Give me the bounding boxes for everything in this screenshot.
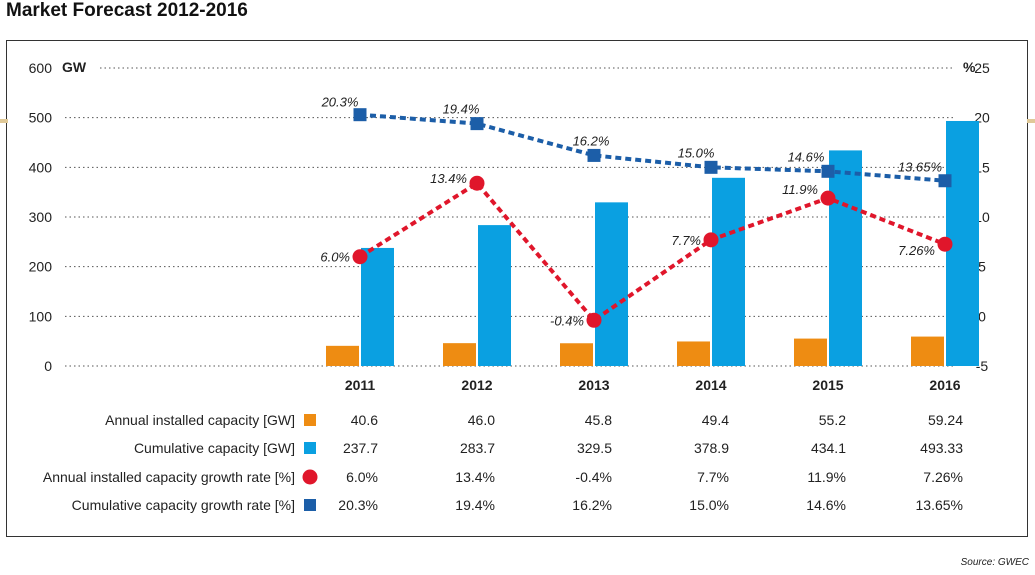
bar-annual-installed (443, 343, 476, 366)
table-cell: 49.4 (702, 412, 729, 428)
table-cell: 19.4% (455, 497, 495, 513)
table-row-label: Annual installed capacity [GW] (105, 412, 295, 428)
bar-annual-installed (677, 341, 710, 366)
cumulative-growth-line (359, 112, 946, 183)
annual-growth-point (703, 232, 719, 248)
category-label: 2011 (345, 377, 376, 393)
right-axis-unit: % (963, 59, 976, 75)
table-row-label: Cumulative capacity [GW] (134, 440, 295, 456)
left-axis-tick: 100 (29, 308, 53, 324)
chart-frame (6, 40, 1028, 537)
table-cell: 283.7 (460, 440, 495, 456)
table-row-label: Annual installed capacity growth rate [%… (43, 469, 295, 485)
annual-growth-point (469, 175, 485, 191)
table-row-label: Cumulative capacity growth rate [%] (72, 497, 295, 513)
left-axis-tick: 600 (29, 60, 53, 76)
source-note: Source: GWEC (960, 557, 1029, 568)
chart-title: Market Forecast 2012-2016 (6, 0, 248, 21)
table-cell: 40.6 (351, 412, 378, 428)
data-table: Annual installed capacity [GW] 40.6 46.0 45… (43, 412, 963, 513)
gridlines (65, 67, 955, 367)
right-axis-tick: 25 (974, 60, 990, 76)
cumulative-growth-label: 14.6% (788, 149, 825, 164)
category-label: 2012 (461, 377, 492, 393)
legend-swatch (304, 442, 316, 454)
table-cell: 11.9% (807, 469, 846, 485)
cumulative-growth-label: 15.0% (678, 145, 715, 160)
table-cell: 7.26% (923, 469, 963, 485)
annual-growth-label: 7.7% (671, 233, 701, 248)
left-edge-marker (0, 119, 8, 123)
left-axis-tick: 400 (29, 159, 53, 175)
annual-growth-point (586, 312, 602, 328)
annual-growth-point (937, 236, 953, 252)
table-cell: 45.8 (585, 412, 612, 428)
annual-growth-label: 13.4% (430, 171, 467, 186)
cumulative-growth-label: 19.4% (443, 102, 480, 117)
bar-cumulative-capacity (829, 150, 862, 366)
table-cell: 20.3% (338, 497, 378, 513)
table-cell: 16.2% (572, 497, 612, 513)
growth-lines: 20.3% 19.4% 16.2% 15.0% 14.6% 13.65% 6.0% 13.4%… (320, 95, 953, 328)
cumulative-growth-point (938, 174, 952, 188)
legend-swatch (304, 499, 316, 511)
legend-swatch (304, 414, 316, 426)
annual-growth-label: -0.4% (550, 313, 584, 328)
legend-swatch (302, 469, 318, 485)
bar-annual-installed (326, 345, 359, 366)
table-cell: 14.6% (806, 497, 846, 513)
cumulative-growth-point (704, 160, 718, 174)
table-cell: 237.7 (343, 440, 378, 456)
category-label: 2014 (695, 377, 726, 393)
category-label: 2016 (929, 377, 960, 393)
table-cell: 329.5 (577, 440, 612, 456)
table-cell: 434.1 (811, 440, 846, 456)
bars (326, 120, 979, 366)
cumulative-growth-point (821, 164, 835, 178)
category-label: 2015 (812, 377, 843, 393)
right-axis-tick: 0 (978, 308, 986, 324)
cumulative-growth-point (353, 108, 367, 122)
cumulative-growth-point (470, 117, 484, 131)
left-axis-tick: 200 (29, 259, 53, 275)
table-cell: 55.2 (819, 412, 846, 428)
cumulative-growth-point (587, 148, 601, 162)
left-axis-tick: 0 (44, 358, 52, 374)
bar-cumulative-capacity (595, 202, 628, 366)
right-axis-tick: 5 (978, 259, 986, 275)
right-edge-marker (1027, 119, 1035, 123)
annual-growth-label: 7.26% (898, 243, 935, 258)
bar-annual-installed (794, 338, 827, 366)
table-cell: 15.0% (689, 497, 729, 513)
left-axis-tick: 500 (29, 110, 53, 126)
bar-cumulative-capacity (712, 177, 745, 366)
table-cell: 7.7% (697, 469, 729, 485)
bar-annual-installed (560, 343, 593, 366)
table-cell: 59.24 (928, 412, 963, 428)
cumulative-growth-label: 20.3% (321, 95, 359, 110)
annual-growth-label: 6.0% (320, 250, 350, 265)
table-cell: 493.33 (920, 440, 963, 456)
annual-growth-point (820, 190, 836, 206)
table-cell: 46.0 (468, 412, 495, 428)
bar-annual-installed (911, 336, 944, 366)
left-axis-tick: 300 (29, 209, 53, 225)
annual-growth-line (358, 180, 946, 323)
cumulative-growth-label: 13.65% (898, 160, 942, 175)
left-axis-unit: GW (62, 59, 87, 75)
category-label: 2013 (578, 377, 609, 393)
table-cell: 378.9 (694, 440, 729, 456)
bar-cumulative-capacity (478, 225, 511, 366)
annual-growth-point (352, 249, 368, 265)
table-cell: 13.4% (455, 469, 495, 485)
left-axis: GW 0 100 200 300 400 500 600 (29, 59, 87, 374)
table-cell: 13.65% (916, 497, 963, 513)
bar-cumulative-capacity (361, 247, 394, 366)
table-cell: 6.0% (346, 469, 378, 485)
cumulative-growth-label: 16.2% (573, 133, 610, 148)
annual-growth-label: 11.9% (782, 182, 818, 197)
category-labels: 2011 2012 2013 2014 2015 2016 (345, 377, 961, 393)
table-cell: -0.4% (575, 469, 612, 485)
